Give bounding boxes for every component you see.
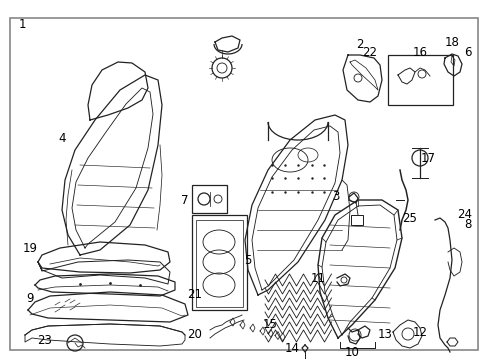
Bar: [388, 55, 453, 105]
Text: 4: 4: [58, 131, 66, 144]
Bar: [196, 220, 243, 307]
Text: 5: 5: [245, 253, 252, 266]
Text: 12: 12: [413, 325, 427, 338]
Text: 16: 16: [413, 45, 427, 58]
Text: 6: 6: [464, 45, 472, 58]
Text: 18: 18: [444, 36, 460, 49]
Text: 3: 3: [332, 189, 340, 202]
Text: 15: 15: [263, 319, 277, 332]
Text: 13: 13: [378, 328, 392, 342]
Text: 2: 2: [356, 39, 364, 51]
Text: 8: 8: [465, 219, 472, 231]
Text: 19: 19: [23, 242, 38, 255]
Text: 7: 7: [181, 194, 189, 207]
Text: 14: 14: [285, 342, 299, 355]
Text: 11: 11: [311, 271, 325, 284]
Bar: [192, 185, 227, 213]
Text: 22: 22: [363, 45, 377, 58]
Text: 20: 20: [188, 328, 202, 342]
Text: 9: 9: [26, 292, 34, 305]
Text: 25: 25: [403, 211, 417, 225]
Text: 23: 23: [38, 333, 52, 346]
Text: 1: 1: [18, 18, 26, 31]
Text: 24: 24: [458, 208, 472, 221]
Text: 17: 17: [420, 152, 436, 165]
Bar: [192, 215, 247, 310]
Text: 21: 21: [188, 288, 202, 302]
Text: 10: 10: [344, 346, 360, 360]
Bar: [351, 215, 363, 225]
